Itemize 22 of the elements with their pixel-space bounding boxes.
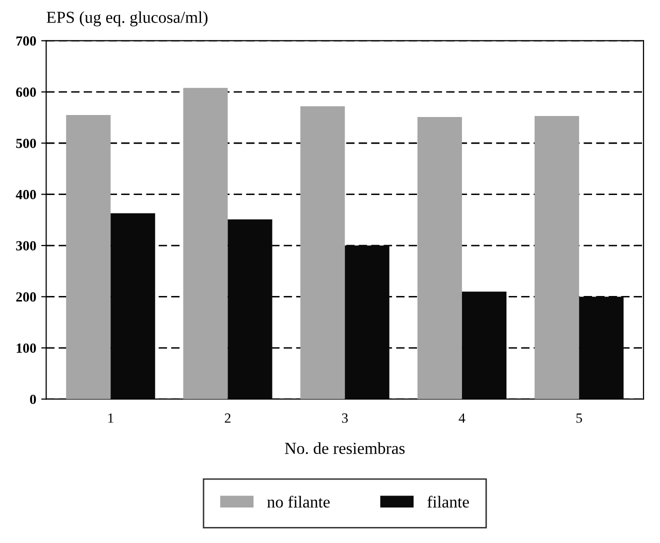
legend-label: no filante: [267, 496, 330, 508]
y-axis-title: EPS (ug eq. glucosa/ml): [46, 11, 208, 26]
x-tick-label: 5: [576, 414, 582, 423]
bar: [534, 116, 580, 400]
y-tick-label: 0: [30, 394, 36, 404]
x-tick-label: 1: [108, 413, 114, 423]
bar: [183, 88, 228, 400]
y-tick-label: 500: [16, 138, 36, 148]
x-axis-title: No. de resiembras: [284, 442, 405, 454]
x-tick-label: 4: [458, 413, 466, 423]
x-tick-label: 2: [224, 413, 230, 423]
y-tick-label: 600: [16, 88, 36, 97]
y-tick-label: 700: [16, 36, 36, 46]
y-tick-label: 400: [16, 190, 36, 200]
y-tick-label: 300: [16, 241, 36, 250]
y-tick-label: 100: [16, 343, 36, 353]
x-tick-label: 3: [342, 413, 348, 423]
y-tick-label: 200: [16, 292, 36, 302]
bar: [300, 106, 345, 400]
legend-label: filante: [427, 496, 469, 508]
bar: [417, 117, 462, 400]
bar: [66, 114, 111, 400]
